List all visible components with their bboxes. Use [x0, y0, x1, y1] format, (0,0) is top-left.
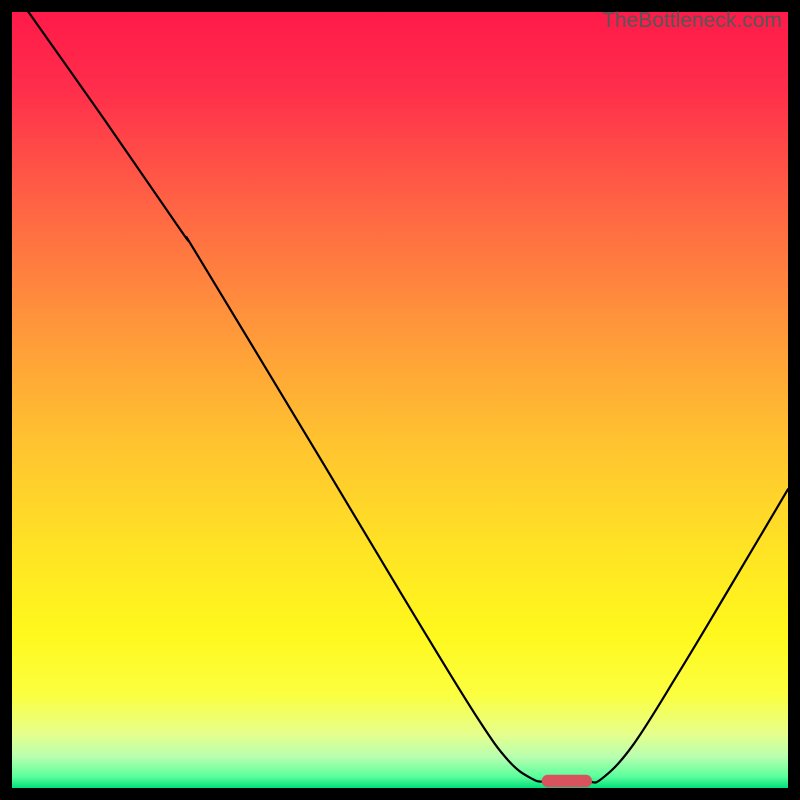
plot-area: TheBottleneck.com: [12, 12, 788, 788]
gradient-background: [12, 12, 788, 788]
optimal-marker: [542, 775, 592, 787]
chart-svg: [12, 12, 788, 788]
watermark-text: TheBottleneck.com: [602, 9, 782, 33]
